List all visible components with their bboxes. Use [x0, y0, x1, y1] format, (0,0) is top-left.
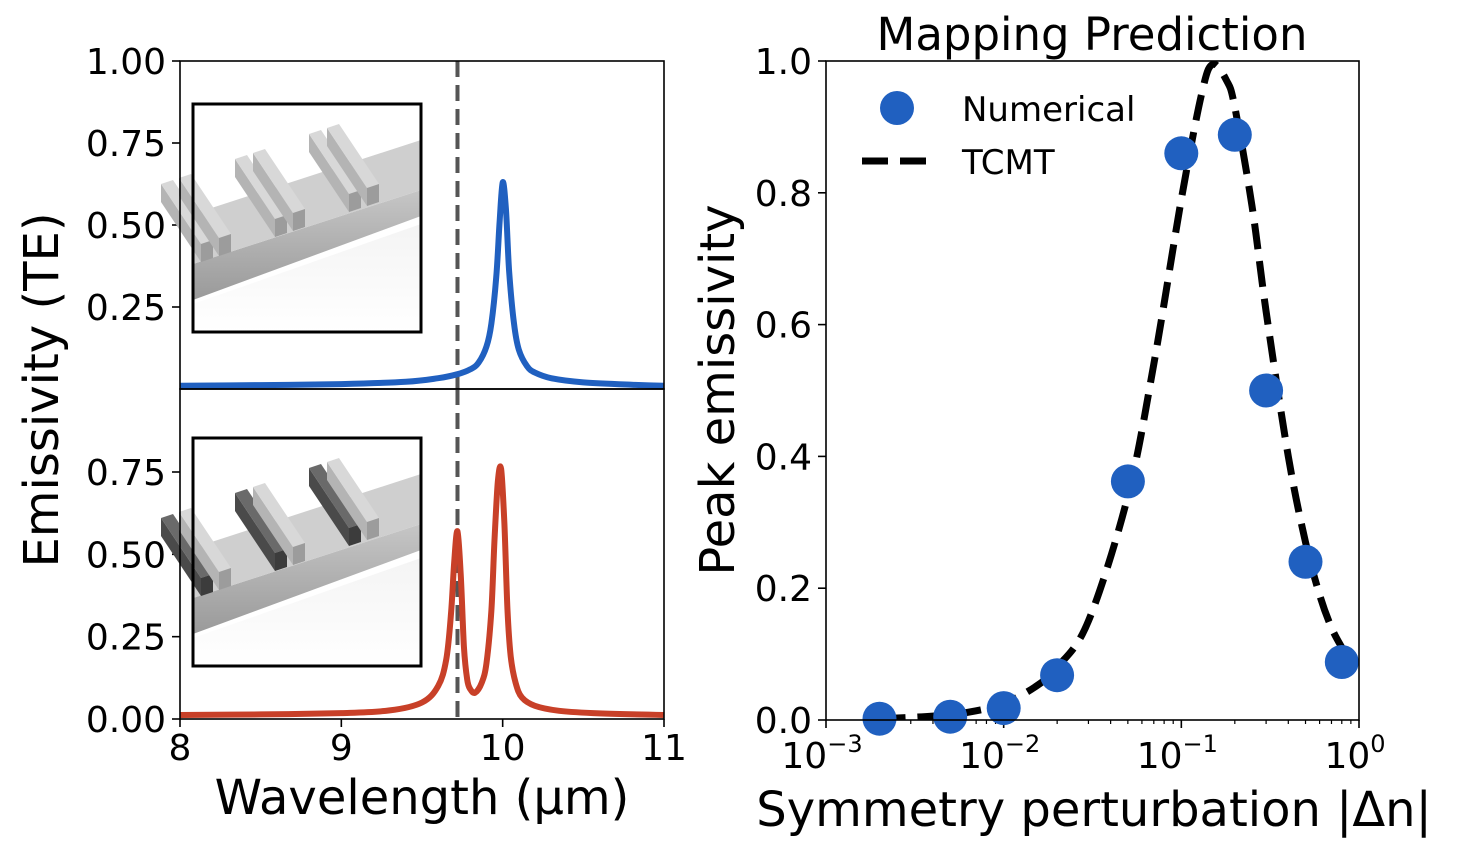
y-tick-label: 1.00	[86, 42, 166, 83]
numerical-point	[1249, 373, 1284, 408]
y-tick-label: 0.0	[755, 701, 812, 742]
y-tick-label: 0.75	[86, 124, 166, 165]
numerical-point	[1217, 117, 1252, 152]
plot-frame-right	[825, 60, 1360, 721]
numerical-point	[862, 701, 897, 736]
emissivity-panel-top: 0.25 0.50 0.75 1.00	[86, 42, 665, 390]
left-x-axis-label: Wavelength (μm)	[215, 770, 630, 826]
legend-label-numerical: Numerical	[962, 90, 1135, 130]
right-x-axis-label: Symmetry perturbation |Δn|	[756, 782, 1432, 838]
grating-structure-perturbed-inset	[161, 436, 423, 668]
x-tick-label: 10−1	[1137, 730, 1218, 777]
legend-label-tcmt: TCMT	[961, 143, 1055, 183]
y-tick-label: 0.00	[86, 700, 166, 741]
numerical-point	[986, 691, 1021, 726]
x-tick-label: 8	[169, 728, 192, 769]
x-tick-label: 9	[330, 728, 353, 769]
y-tick-label: 1.0	[755, 42, 812, 83]
emissivity-panel-bottom: 0.00 0.25 0.50 0.75 8 9 10 11	[86, 388, 687, 769]
emissivity-curve-blue	[180, 179, 664, 389]
y-tick-label: 0.25	[86, 618, 166, 659]
grating-structure-symmetric-inset	[161, 102, 423, 334]
right-y-axis-label: Peak emissivity	[690, 204, 746, 575]
numerical-point	[1164, 136, 1199, 171]
y-tick-label: 0.4	[755, 437, 812, 478]
legend-marker-numerical	[880, 91, 914, 125]
y-tick-label: 0.50	[86, 206, 166, 247]
x-tick-label: 10	[480, 728, 526, 769]
y-tick-label: 0.75	[86, 453, 166, 494]
legend: Numerical TCMT	[862, 90, 1135, 183]
right-title: Mapping Prediction	[877, 8, 1308, 61]
numerical-point	[1324, 645, 1359, 679]
y-tick-label: 0.50	[86, 535, 166, 576]
y-tick-label: 0.6	[755, 306, 812, 347]
y-tick-label: 0.2	[755, 569, 812, 610]
x-tick-label: 10−2	[959, 730, 1040, 777]
y-tick-label: 0.25	[86, 288, 166, 329]
left-y-axis-label: Emissivity (TE)	[14, 212, 70, 567]
peak-emissivity-panel: 0.0 0.2 0.4 0.6 0.8 1.0 10−3 10−2 10−1 100 Numeri…	[755, 42, 1386, 777]
y-tick-label: 0.8	[755, 174, 812, 215]
x-tick-label: 100	[1324, 730, 1385, 777]
x-tick-label: 10−3	[781, 730, 862, 777]
x-tick-label: 11	[641, 728, 687, 769]
numerical-point	[933, 699, 968, 734]
emissivity-curve-red	[180, 463, 664, 718]
numerical-point	[1110, 464, 1145, 499]
plot-frame-bottom	[179, 388, 665, 720]
numerical-point	[1288, 544, 1323, 579]
numerical-point	[1040, 658, 1075, 693]
